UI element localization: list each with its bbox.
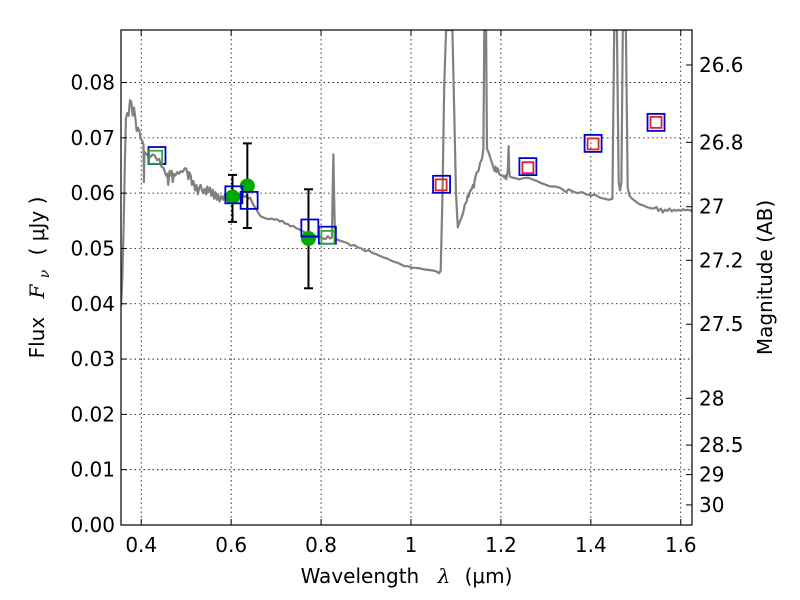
- x-tick-label: 1: [405, 533, 418, 557]
- mag-tick-label: 28: [699, 386, 724, 410]
- model-photometry-square: [521, 161, 535, 175]
- mag-tick-label: 28.5: [699, 433, 744, 457]
- x-axis-title-symbol: λ: [437, 564, 451, 588]
- model-photometry-square: [649, 115, 663, 129]
- y-axis-title-symbol: F: [25, 283, 49, 299]
- sed-model-curve: [121, 30, 692, 307]
- y-tick-label: 0.02: [70, 402, 115, 426]
- photometry-markers: [147, 112, 666, 290]
- model-photometry-square: [148, 149, 164, 165]
- y-tick-label: 0.03: [70, 347, 115, 371]
- model-photometry-square: [434, 178, 448, 192]
- mag-tick-label: 27.5: [699, 312, 744, 336]
- mag-tick-label: 29: [699, 463, 724, 487]
- y-tick-label: 0.04: [70, 292, 115, 316]
- x-tick-label: 0.4: [125, 533, 157, 557]
- y-axis-title-prefix: Flux: [25, 317, 49, 359]
- mag-tick-label: 30: [699, 493, 724, 517]
- model-photometry-square: [239, 190, 259, 210]
- grid-lines: [121, 30, 692, 526]
- x-axis-title-unit: (μm): [465, 564, 513, 588]
- x-axis-title: Wavelength λ (μm): [301, 564, 513, 588]
- y-tick-label: 0.06: [70, 181, 115, 205]
- y-tick-label: 0.05: [70, 236, 115, 260]
- y-axis-title-subscript: ν: [37, 269, 53, 278]
- model-photometry-square: [518, 157, 538, 177]
- y-tick-label: 0.08: [70, 71, 115, 95]
- model-photometry-square: [320, 230, 336, 245]
- model-photometry-square: [646, 112, 666, 132]
- observed-point: [300, 231, 316, 247]
- x-tick-label: 0.6: [215, 533, 247, 557]
- y2-axis-title: Magnitude (AB): [753, 200, 777, 355]
- model-photometry-square: [432, 174, 451, 194]
- mag-tick-label: 26.6: [699, 53, 744, 77]
- y-tick-label: 0.01: [70, 458, 115, 482]
- x-axis-title-prefix: Wavelength: [301, 564, 420, 588]
- y-tick-label: 0.07: [70, 126, 115, 150]
- model-photometry-square: [583, 133, 603, 153]
- y-axis-title-unit: ( μJy ): [25, 197, 49, 256]
- mag-tick-label: 26.8: [699, 130, 744, 154]
- y-axis-title: Flux F ν ( μJy ): [25, 197, 54, 359]
- plot-frame: [120, 29, 693, 526]
- model-photometry-square: [224, 185, 244, 205]
- mag-tick-label: 27.2: [699, 248, 744, 272]
- axis-ticks: 0.4 0.6 0.8 1 1.2 1.4 1.6 0.00 0.01 0.02 0.03 0.04 0…: [70, 30, 744, 557]
- model-photometry-square: [586, 137, 600, 151]
- mag-tick-label: 27: [699, 195, 724, 219]
- x-tick-label: 0.8: [305, 533, 337, 557]
- x-tick-label: 1.2: [485, 533, 517, 557]
- observed-point: [239, 178, 255, 194]
- y-tick-label: 0.00: [70, 513, 115, 537]
- x-tick-label: 1.6: [665, 533, 697, 557]
- observed-point: [225, 189, 241, 205]
- sed-line: [121, 30, 692, 307]
- x-tick-label: 1.4: [575, 533, 607, 557]
